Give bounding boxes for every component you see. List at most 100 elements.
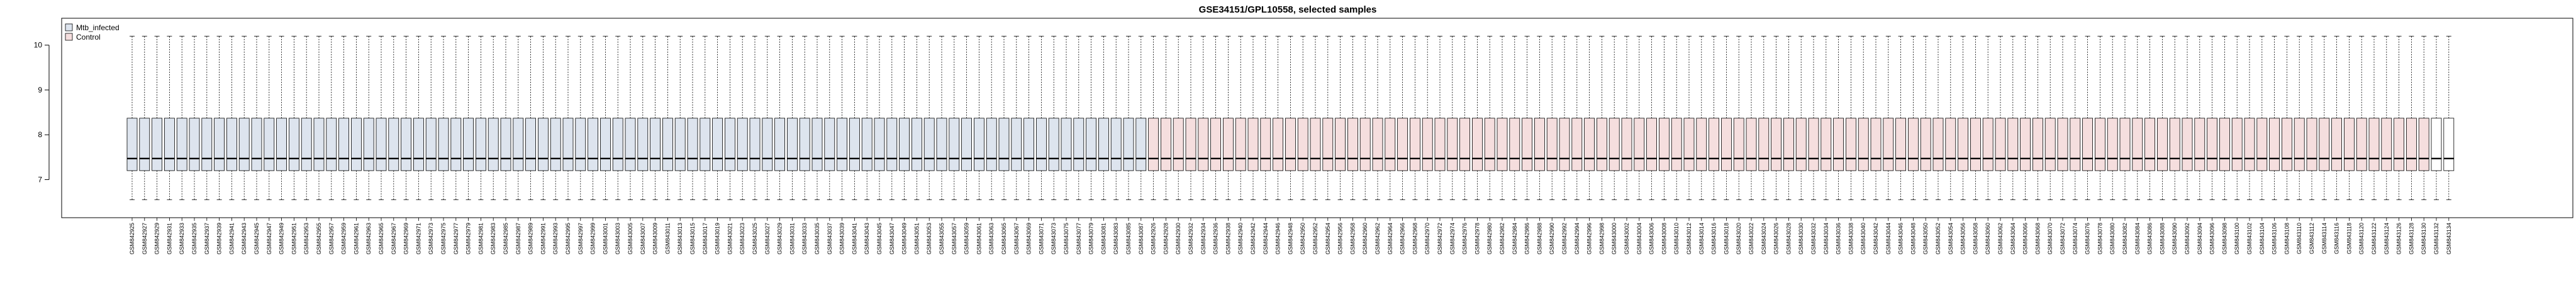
box-iqr (998, 118, 1010, 171)
box-iqr (1335, 118, 1346, 171)
box-GSM842992 (1559, 36, 1570, 200)
box-iqr (463, 118, 474, 171)
box-GSM843108 (2281, 36, 2292, 200)
box-GSM842985 (500, 36, 511, 200)
box-iqr (2368, 118, 2380, 171)
x-tick-label: GSM843040 (1860, 223, 1866, 255)
box-iqr (1646, 118, 1658, 171)
box-GSM842933 (176, 36, 187, 200)
box-iqr (2057, 118, 2068, 171)
box-GSM842967 (388, 36, 399, 200)
box-iqr (1359, 118, 1371, 171)
x-tick-label: GSM843085 (1125, 223, 1132, 255)
x-tick-label: GSM843106 (2272, 223, 2278, 255)
box-GSM843009 (650, 36, 661, 200)
box-iqr (1385, 118, 1396, 171)
box-iqr (2231, 118, 2243, 171)
box-GSM842930 (1173, 36, 1184, 200)
box-GSM843055 (936, 36, 947, 200)
box-iqr (351, 118, 362, 171)
box-GSM843072 (2057, 36, 2068, 200)
box-GSM843068 (2032, 36, 2043, 200)
x-tick-label: GSM842990 (1549, 223, 1555, 255)
box-iqr (2294, 118, 2305, 171)
box-GSM843098 (2219, 36, 2230, 200)
x-tick-label: GSM843049 (901, 223, 908, 255)
x-tick-label: GSM843092 (2184, 223, 2190, 255)
x-tick-label: GSM842948 (1287, 223, 1293, 255)
box-GSM843030 (1795, 36, 1807, 200)
x-tick-label: GSM842983 (490, 223, 496, 255)
x-tick-label: GSM842973 (428, 223, 434, 255)
box-GSM843012 (1683, 36, 1695, 200)
x-tick-label: GSM842947 (266, 223, 272, 255)
x-tick-label: GSM843017 (702, 223, 708, 255)
box-iqr (176, 118, 187, 171)
box-iqr (637, 118, 649, 171)
x-tick-label: GSM843020 (1736, 223, 1742, 255)
box-GSM842984 (1509, 36, 1520, 200)
box-iqr (2119, 118, 2131, 171)
box-GSM843047 (886, 36, 898, 200)
x-tick-label: GSM842997 (577, 223, 584, 255)
box-iqr (1285, 118, 1296, 171)
box-iqr (388, 118, 399, 171)
box-iqr (886, 118, 898, 171)
legend: Mtb_infected Control (65, 23, 120, 42)
box-GSM842981 (476, 36, 486, 200)
plot-frame (61, 18, 2573, 218)
box-iqr (923, 118, 935, 171)
box-iqr (226, 118, 237, 171)
box-GSM842975 (438, 36, 449, 200)
box-iqr (2331, 118, 2343, 171)
box-iqr (1185, 118, 1196, 171)
x-tick-label: GSM843026 (1773, 223, 1780, 255)
box-GSM842973 (425, 36, 437, 200)
box-GSM843090 (2169, 36, 2180, 200)
box-iqr (2381, 118, 2392, 171)
x-tick-label: GSM843004 (1636, 223, 1642, 255)
box-GSM843025 (749, 36, 761, 200)
box-iqr (500, 118, 511, 171)
box-iqr (1135, 118, 1147, 171)
box-GSM843052 (1932, 36, 1944, 200)
x-tick-label: GSM843044 (1885, 223, 1892, 255)
x-tick-label: GSM843126 (2396, 223, 2402, 255)
box-iqr (363, 118, 374, 171)
box-GSM842970 (1422, 36, 1433, 200)
x-tick-label: GSM842936 (1213, 223, 1219, 255)
x-tick-label: GSM843080 (2109, 223, 2116, 255)
x-tick-label: GSM843065 (1001, 223, 1007, 255)
box-iqr (1982, 118, 1993, 171)
x-tick-label: GSM843028 (1785, 223, 1792, 255)
box-GSM843073 (1048, 36, 1059, 200)
box-GSM842931 (164, 36, 175, 200)
box-GSM843043 (861, 36, 873, 200)
x-tick-label: GSM842953 (303, 223, 309, 255)
x-tick-label: GSM842950 (1300, 223, 1306, 255)
x-tick-label: GSM842944 (1263, 223, 1269, 255)
box-iqr (1958, 118, 1969, 171)
box-iqr (2306, 118, 2317, 171)
box-GSM842987 (513, 36, 524, 200)
box-GSM843079 (1086, 36, 1096, 200)
x-tick-label: GSM843086 (2147, 223, 2153, 255)
box-iqr (1584, 118, 1595, 171)
box-GSM843075 (1061, 36, 1072, 200)
x-tick-label: GSM842996 (1586, 223, 1593, 255)
x-tick-label: GSM843134 (2446, 223, 2452, 255)
x-tick-label: GSM843002 (1624, 223, 1630, 255)
x-tick-label: GSM843056 (1960, 223, 1966, 255)
box-iqr (774, 118, 785, 171)
box-iqr (625, 118, 636, 171)
x-tick-label: GSM843053 (926, 223, 932, 255)
box-iqr (2319, 118, 2330, 171)
box-iqr (1621, 118, 1632, 171)
box-GSM843008 (1658, 36, 1670, 200)
box-iqr (737, 118, 748, 171)
x-tick-label: GSM843087 (1138, 223, 1144, 255)
box-GSM842961 (351, 36, 362, 200)
box-iqr (2132, 118, 2143, 171)
box-GSM842957 (326, 36, 337, 200)
box-GSM842962 (1372, 36, 1383, 200)
